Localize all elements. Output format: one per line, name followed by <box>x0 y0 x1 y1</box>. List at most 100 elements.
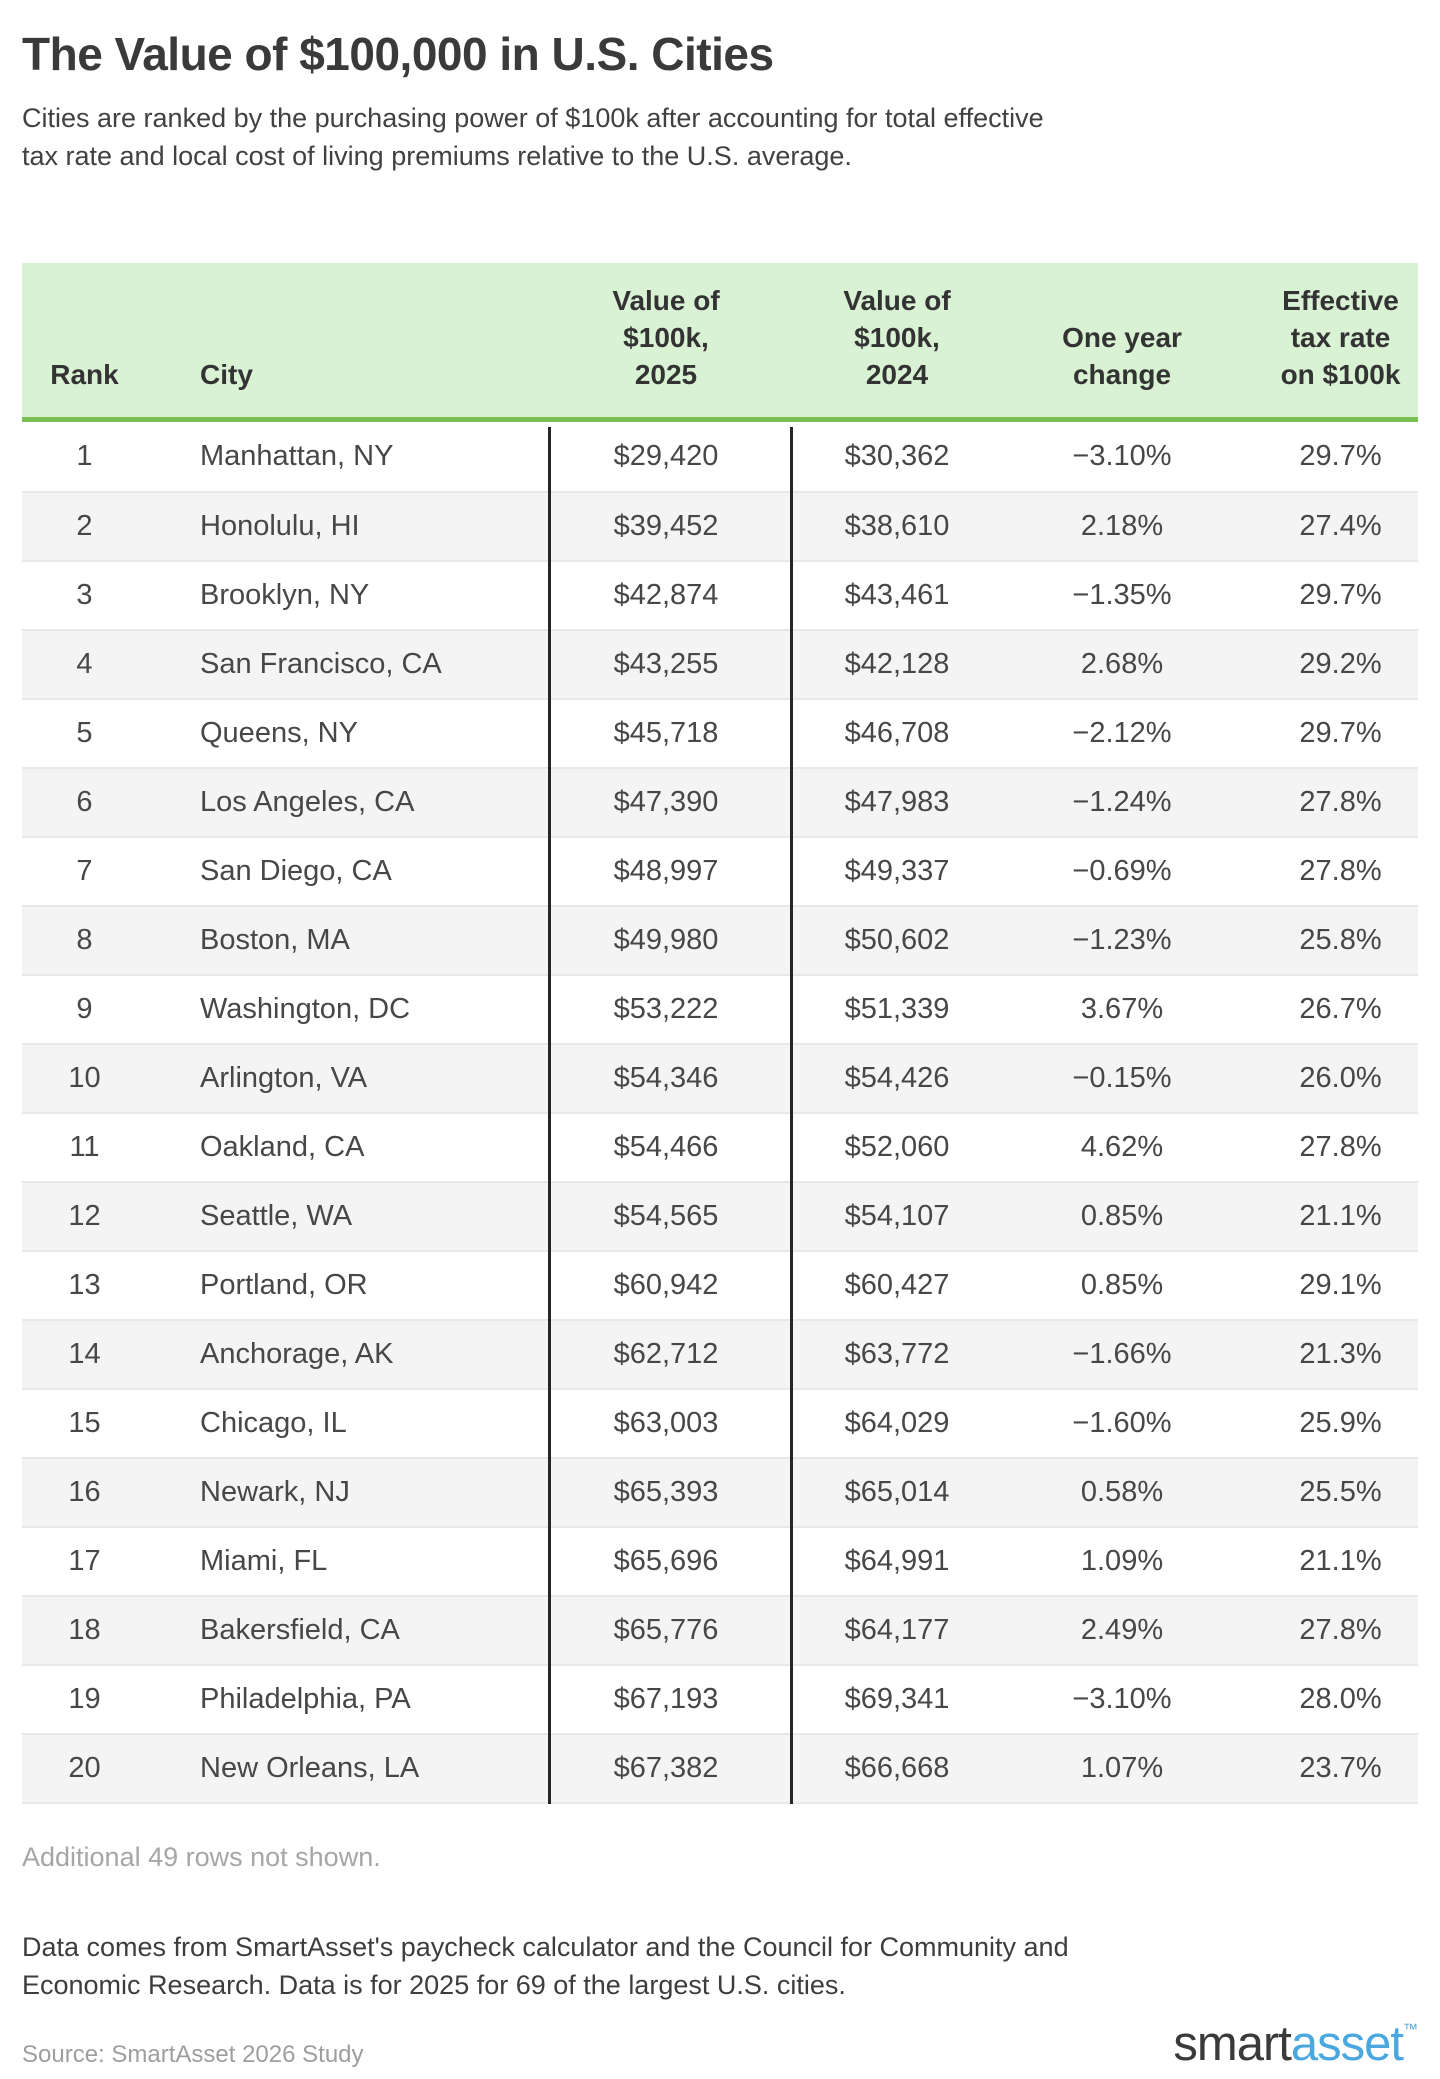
city-cell: Philadelphia, PA <box>200 1682 411 1715</box>
header-value-2024: Value of $100k, 2024 <box>843 284 951 390</box>
one-year-change-cell: −1.35% <box>1072 578 1172 611</box>
rank-cell: 15 <box>68 1406 101 1439</box>
table-row: 2 Honolulu, HI $39,452 $38,610 2.18% 27.4% <box>22 490 1418 560</box>
value-2024-cell: $38,610 <box>844 509 950 542</box>
table-row: 3 Brooklyn, NY $42,874 $43,461 −1.35% 29.7% <box>22 559 1418 629</box>
value-2025-cell: $42,874 <box>613 578 719 611</box>
one-year-change-cell: 2.18% <box>1080 509 1164 542</box>
city-cell: Arlington, VA <box>200 1061 368 1094</box>
value-2024-cell: $30,362 <box>844 439 950 472</box>
effective-tax-rate-cell: 25.8% <box>1299 923 1382 956</box>
city-cell: Brooklyn, NY <box>200 578 370 611</box>
rank-cell: 1 <box>76 439 93 472</box>
city-cell: Anchorage, AK <box>200 1337 394 1370</box>
city-cell: Newark, NJ <box>200 1475 350 1508</box>
table-body: 1 Manhattan, NY $29,420 $30,362 −3.10% 29.7% 2… <box>22 421 1418 1804</box>
rank-cell: 9 <box>76 992 93 1025</box>
one-year-change-cell: −3.10% <box>1072 439 1172 472</box>
table-row: 9 Washington, DC $53,222 $51,339 3.67% 26.7% <box>22 973 1418 1043</box>
effective-tax-rate-cell: 26.0% <box>1299 1061 1382 1094</box>
rank-cell: 6 <box>76 785 93 818</box>
table-row: 7 San Diego, CA $48,997 $49,337 −0.69% 27.8% <box>22 835 1418 905</box>
rank-cell: 2 <box>76 509 93 542</box>
rank-cell: 13 <box>68 1268 101 1301</box>
table-row: 19 Philadelphia, PA $67,193 $69,341 −3.10% 28… <box>22 1663 1418 1733</box>
city-cell: Portland, OR <box>200 1268 368 1301</box>
column-divider-right <box>790 426 793 1804</box>
value-2025-cell: $29,420 <box>613 439 719 472</box>
city-cell: Los Angeles, CA <box>200 785 415 818</box>
rank-cell: 11 <box>69 1130 100 1163</box>
city-cell: San Francisco, CA <box>200 647 442 680</box>
table-row: 14 Anchorage, AK $62,712 $63,772 −1.66% 21.3% <box>22 1318 1418 1388</box>
effective-tax-rate-cell: 29.7% <box>1299 439 1382 472</box>
city-cell: Washington, DC <box>200 992 411 1025</box>
rank-cell: 10 <box>68 1061 101 1094</box>
one-year-change-cell: 0.58% <box>1080 1475 1164 1508</box>
value-2024-cell: $51,339 <box>844 992 950 1025</box>
table-row: 12 Seattle, WA $54,565 $54,107 0.85% 21.1% <box>22 1180 1418 1250</box>
additional-rows-note: Additional 49 rows not shown. <box>22 1841 381 1872</box>
table-row: 4 San Francisco, CA $43,255 $42,128 2.68% 29.… <box>22 628 1418 698</box>
value-2025-cell: $54,466 <box>613 1130 719 1163</box>
table-row: 10 Arlington, VA $54,346 $54,426 −0.15% 26.0% <box>22 1042 1418 1112</box>
value-2024-cell: $42,128 <box>844 647 950 680</box>
table-row: 18 Bakersfield, CA $65,776 $64,177 2.49% 27.8… <box>22 1594 1418 1664</box>
table-row: 1 Manhattan, NY $29,420 $30,362 −3.10% 29.7% <box>22 421 1418 491</box>
page-subtitle: Cities are ranked by the purchasing powe… <box>22 102 1044 171</box>
effective-tax-rate-cell: 21.1% <box>1299 1544 1382 1577</box>
one-year-change-cell: 1.07% <box>1080 1751 1164 1784</box>
logo-smart: smart <box>1173 2016 1291 2071</box>
value-2025-cell: $62,712 <box>613 1337 719 1370</box>
table-row: 11 Oakland, CA $54,466 $52,060 4.62% 27.8% <box>22 1111 1418 1181</box>
one-year-change-cell: −1.60% <box>1072 1406 1172 1439</box>
rank-cell: 4 <box>76 647 93 680</box>
effective-tax-rate-cell: 29.7% <box>1299 578 1382 611</box>
value-2024-cell: $47,983 <box>844 785 950 818</box>
one-year-change-cell: −2.12% <box>1072 716 1172 749</box>
table-header: Rank City Value of $100k, 2025 Value of … <box>22 262 1418 422</box>
value-2024-cell: $64,029 <box>844 1406 950 1439</box>
one-year-change-cell: 0.85% <box>1080 1199 1164 1232</box>
rank-cell: 5 <box>76 716 93 749</box>
effective-tax-rate-cell: 21.1% <box>1299 1199 1382 1232</box>
city-cell: Seattle, WA <box>200 1199 353 1232</box>
effective-tax-rate-cell: 29.2% <box>1299 647 1382 680</box>
effective-tax-rate-cell: 21.3% <box>1299 1337 1382 1370</box>
effective-tax-rate-cell: 27.4% <box>1299 509 1382 542</box>
value-2025-cell: $60,942 <box>613 1268 719 1301</box>
city-cell: Manhattan, NY <box>200 439 394 472</box>
value-2024-cell: $60,427 <box>844 1268 950 1301</box>
effective-tax-rate-cell: 23.7% <box>1299 1751 1382 1784</box>
city-cell: Honolulu, HI <box>200 509 360 542</box>
value-2024-cell: $66,668 <box>844 1751 950 1784</box>
one-year-change-cell: −0.15% <box>1072 1061 1172 1094</box>
logo-trademark-icon: ™ <box>1403 2020 1418 2038</box>
value-2025-cell: $65,776 <box>613 1613 719 1646</box>
value-2024-cell: $64,991 <box>844 1544 950 1577</box>
table-row: 6 Los Angeles, CA $47,390 $47,983 −1.24% 27.8… <box>22 766 1418 836</box>
footer-row: Source: SmartAsset 2026 Study smartasset… <box>22 2016 1418 2071</box>
value-2024-cell: $65,014 <box>844 1475 950 1508</box>
data-table: Rank City Value of $100k, 2025 Value of … <box>22 262 1418 1804</box>
value-2024-cell: $54,426 <box>844 1061 950 1094</box>
table-row: 13 Portland, OR $60,942 $60,427 0.85% 29.1% <box>22 1249 1418 1319</box>
header-city: City <box>200 358 253 390</box>
value-2025-cell: $49,980 <box>613 923 719 956</box>
value-2025-cell: $54,346 <box>613 1061 719 1094</box>
value-2024-cell: $64,177 <box>844 1613 950 1646</box>
table-row: 20 New Orleans, LA $67,382 $66,668 1.07% 23.7… <box>22 1732 1418 1802</box>
effective-tax-rate-cell: 28.0% <box>1299 1682 1382 1715</box>
effective-tax-rate-cell: 27.8% <box>1299 854 1382 887</box>
value-2024-cell: $54,107 <box>844 1199 950 1232</box>
rank-cell: 3 <box>76 578 93 611</box>
table-row: 16 Newark, NJ $65,393 $65,014 0.58% 25.5% <box>22 1456 1418 1526</box>
value-2024-cell: $52,060 <box>844 1130 950 1163</box>
city-cell: San Diego, CA <box>200 854 392 887</box>
value-2024-cell: $50,602 <box>844 923 950 956</box>
source-credit: Source: SmartAsset 2026 Study <box>22 2040 364 2068</box>
rank-cell: 16 <box>68 1475 101 1508</box>
rank-cell: 7 <box>76 854 93 887</box>
logo-asset: asset <box>1290 2016 1404 2071</box>
one-year-change-cell: −0.69% <box>1072 854 1172 887</box>
